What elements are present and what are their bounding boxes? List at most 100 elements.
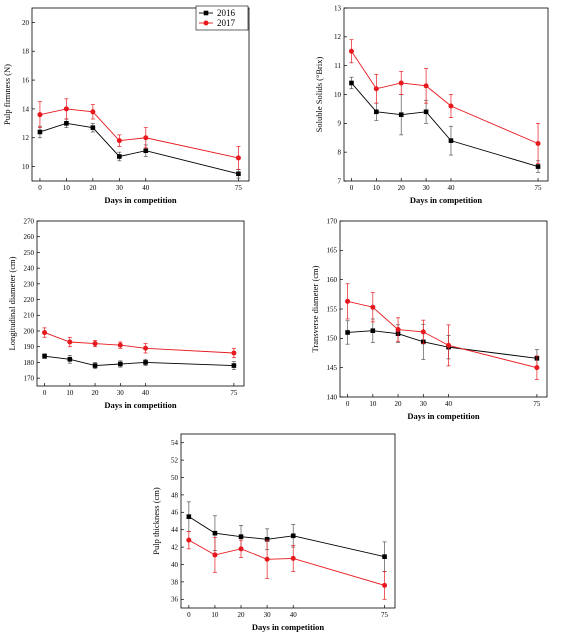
y-tick-label: 150 [327,335,338,343]
y-tick-label: 14 [22,105,30,113]
series-2017 [345,283,540,380]
data-point-2016 [186,514,192,519]
data-point-2017 [398,80,404,86]
legend-marker-2016 [203,10,209,16]
x-tick-label: 30 [423,184,431,192]
plot-frame [36,220,245,387]
chart-panel-5: 36 38 40 42 44 46 48 50 52 54 0 10 20 30 40 75 Days in c… [151,433,396,632]
data-point-2017 [348,48,354,54]
x-axis-label: Days in competition [407,411,480,421]
data-point-2016 [382,554,387,559]
x-tick-label: 0 [43,389,47,397]
chart-panel-3: 170 180 190 200 210 220 230 240 250 260 270 0 10 20 30… [7,217,245,410]
data-point-2016 [212,530,218,536]
data-point-2016 [67,356,73,362]
x-tick-label: 75 [230,389,238,397]
y-tick-label: 250 [24,249,35,257]
data-point-2017 [534,365,540,371]
plot-frame [180,433,396,609]
y-tick-label: 160 [327,276,338,284]
data-point-2016 [374,109,379,115]
y-tick-label: 48 [171,491,179,499]
series-line-2016 [39,122,239,175]
series-2016 [349,76,541,173]
data-point-2016 [398,112,404,117]
series-line-2017 [347,300,538,369]
y-tick-label: 155 [327,305,338,313]
y-tick-label: 190 [24,343,35,351]
data-point-2017 [382,582,388,588]
data-point-2017 [373,86,379,92]
y-tick-label: 13 [334,4,342,12]
y-tick-label: 220 [24,296,35,304]
data-point-2016 [345,330,350,335]
y-tick-label: 18 [22,48,30,56]
y-tick-label: 9 [338,120,342,128]
data-point-2016 [231,363,237,368]
data-point-2017 [370,304,376,310]
x-tick-label: 20 [89,184,97,192]
data-point-2017 [345,298,351,304]
data-point-2017 [143,135,149,141]
x-tick-label: 20 [92,389,100,397]
series-2016 [37,118,241,179]
data-point-2017 [264,556,270,562]
y-axis-label: Pulp firmness (N) [2,64,12,125]
chart-panel-4: 140 145 150 155 160 165 170 0 10 20 30 40 75 Days in … [310,217,548,421]
y-axis-label: Transverse diameter (cm) [310,265,320,352]
data-point-2016 [143,148,149,154]
legend-box [195,5,249,31]
series-line-2016 [44,355,234,367]
series-line-2017 [188,539,385,586]
y-tick-label: 270 [24,217,35,225]
x-tick-label: 10 [211,611,219,619]
data-point-2016 [64,121,69,126]
x-tick-label: 20 [238,611,246,619]
data-point-2017 [238,546,244,552]
x-tick-label: 0 [187,611,191,619]
data-point-2017 [290,555,296,561]
data-point-2016 [448,138,454,143]
series-line-2017 [44,332,234,354]
x-tick-label: 40 [445,400,453,408]
x-tick-label: 75 [533,400,541,408]
data-point-2016 [92,363,98,368]
x-tick-label: 20 [398,184,406,192]
y-tick-label: 16 [22,76,30,84]
y-tick-label: 10 [334,91,342,99]
y-tick-label: 38 [171,578,179,586]
series-line-2017 [351,51,539,144]
y-tick-label: 165 [327,247,338,255]
series-2016 [345,318,540,368]
y-tick-label: 42 [171,544,179,552]
chart-panel-1: 10 12 14 16 18 20 0 10 20 30 40 75 Days in competiti… [2,5,250,205]
y-tick-label: 260 [24,233,35,241]
x-axis-label: Days in competition [104,400,177,410]
x-tick-label: 40 [447,184,455,192]
y-tick-label: 230 [24,280,35,288]
series-line-2016 [351,82,539,168]
data-point-2016 [290,533,296,539]
y-tick-label: 170 [24,375,35,383]
y-axis-label: Soluble Solids (°Brix) [314,57,324,133]
data-point-2017 [231,350,237,356]
x-tick-label: 40 [142,389,150,397]
plot-frame [31,7,250,182]
data-point-2016 [535,164,541,169]
data-point-2016 [118,361,123,367]
series-line-2016 [188,516,385,558]
y-tick-label: 12 [334,33,342,41]
x-tick-label: 20 [395,400,403,408]
series-line-2017 [39,108,239,159]
y-tick-label: 8 [338,149,342,157]
x-axis-label: Days in competition [252,622,325,632]
x-tick-label: 30 [117,389,125,397]
y-tick-label: 54 [171,439,179,447]
data-point-2017 [535,141,541,147]
data-point-2017 [37,112,43,118]
y-tick-label: 40 [171,561,179,569]
x-tick-label: 75 [381,611,389,619]
x-tick-label: 10 [66,389,74,397]
y-tick-label: 180 [24,359,35,367]
x-axis-label: Days in competition [104,195,177,205]
